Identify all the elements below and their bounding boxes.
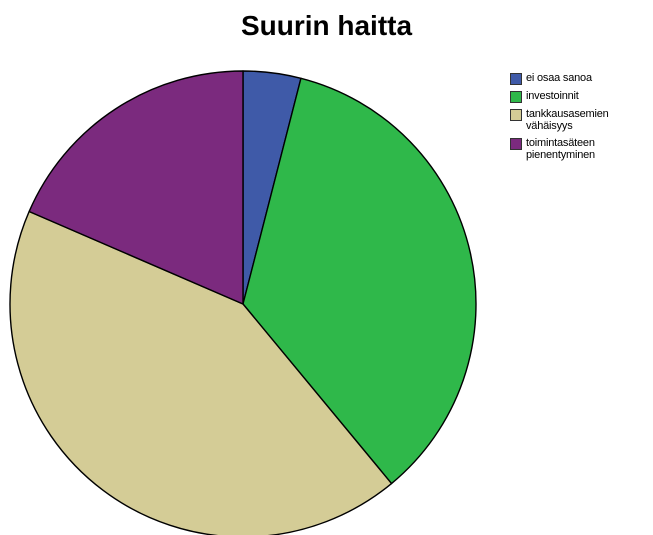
pie-slice-investoinnit <box>242 77 477 485</box>
chart-legend: ei osaa sanoa investoinnit tankkausasemi… <box>510 72 650 166</box>
pie-slices <box>9 70 477 535</box>
legend-item-ei-osaa-sanoa: ei osaa sanoa <box>510 72 650 85</box>
legend-swatch <box>510 73 522 85</box>
legend-label: tankkausasemien vähäisyys <box>526 108 609 132</box>
legend-swatch <box>510 91 522 103</box>
legend-label: toimintasäteen pienentyminen <box>526 137 595 161</box>
legend-swatch <box>510 109 522 121</box>
legend-item-investoinnit: investoinnit <box>510 90 650 103</box>
pie-slice-toimintasäteen-pienentyminen <box>28 70 244 305</box>
pie-slice-tankkausasemien-vähäisyys <box>9 210 393 535</box>
legend-label: investoinnit <box>526 90 579 102</box>
legend-label: ei osaa sanoa <box>526 72 592 84</box>
legend-swatch <box>510 138 522 150</box>
chart-title: Suurin haitta <box>240 10 413 41</box>
legend-item-toimintasateen-pienentyminen: toimintasäteen pienentyminen <box>510 137 650 161</box>
legend-item-tankkausasemien-vahaisyys: tankkausasemien vähäisyys <box>510 108 650 132</box>
